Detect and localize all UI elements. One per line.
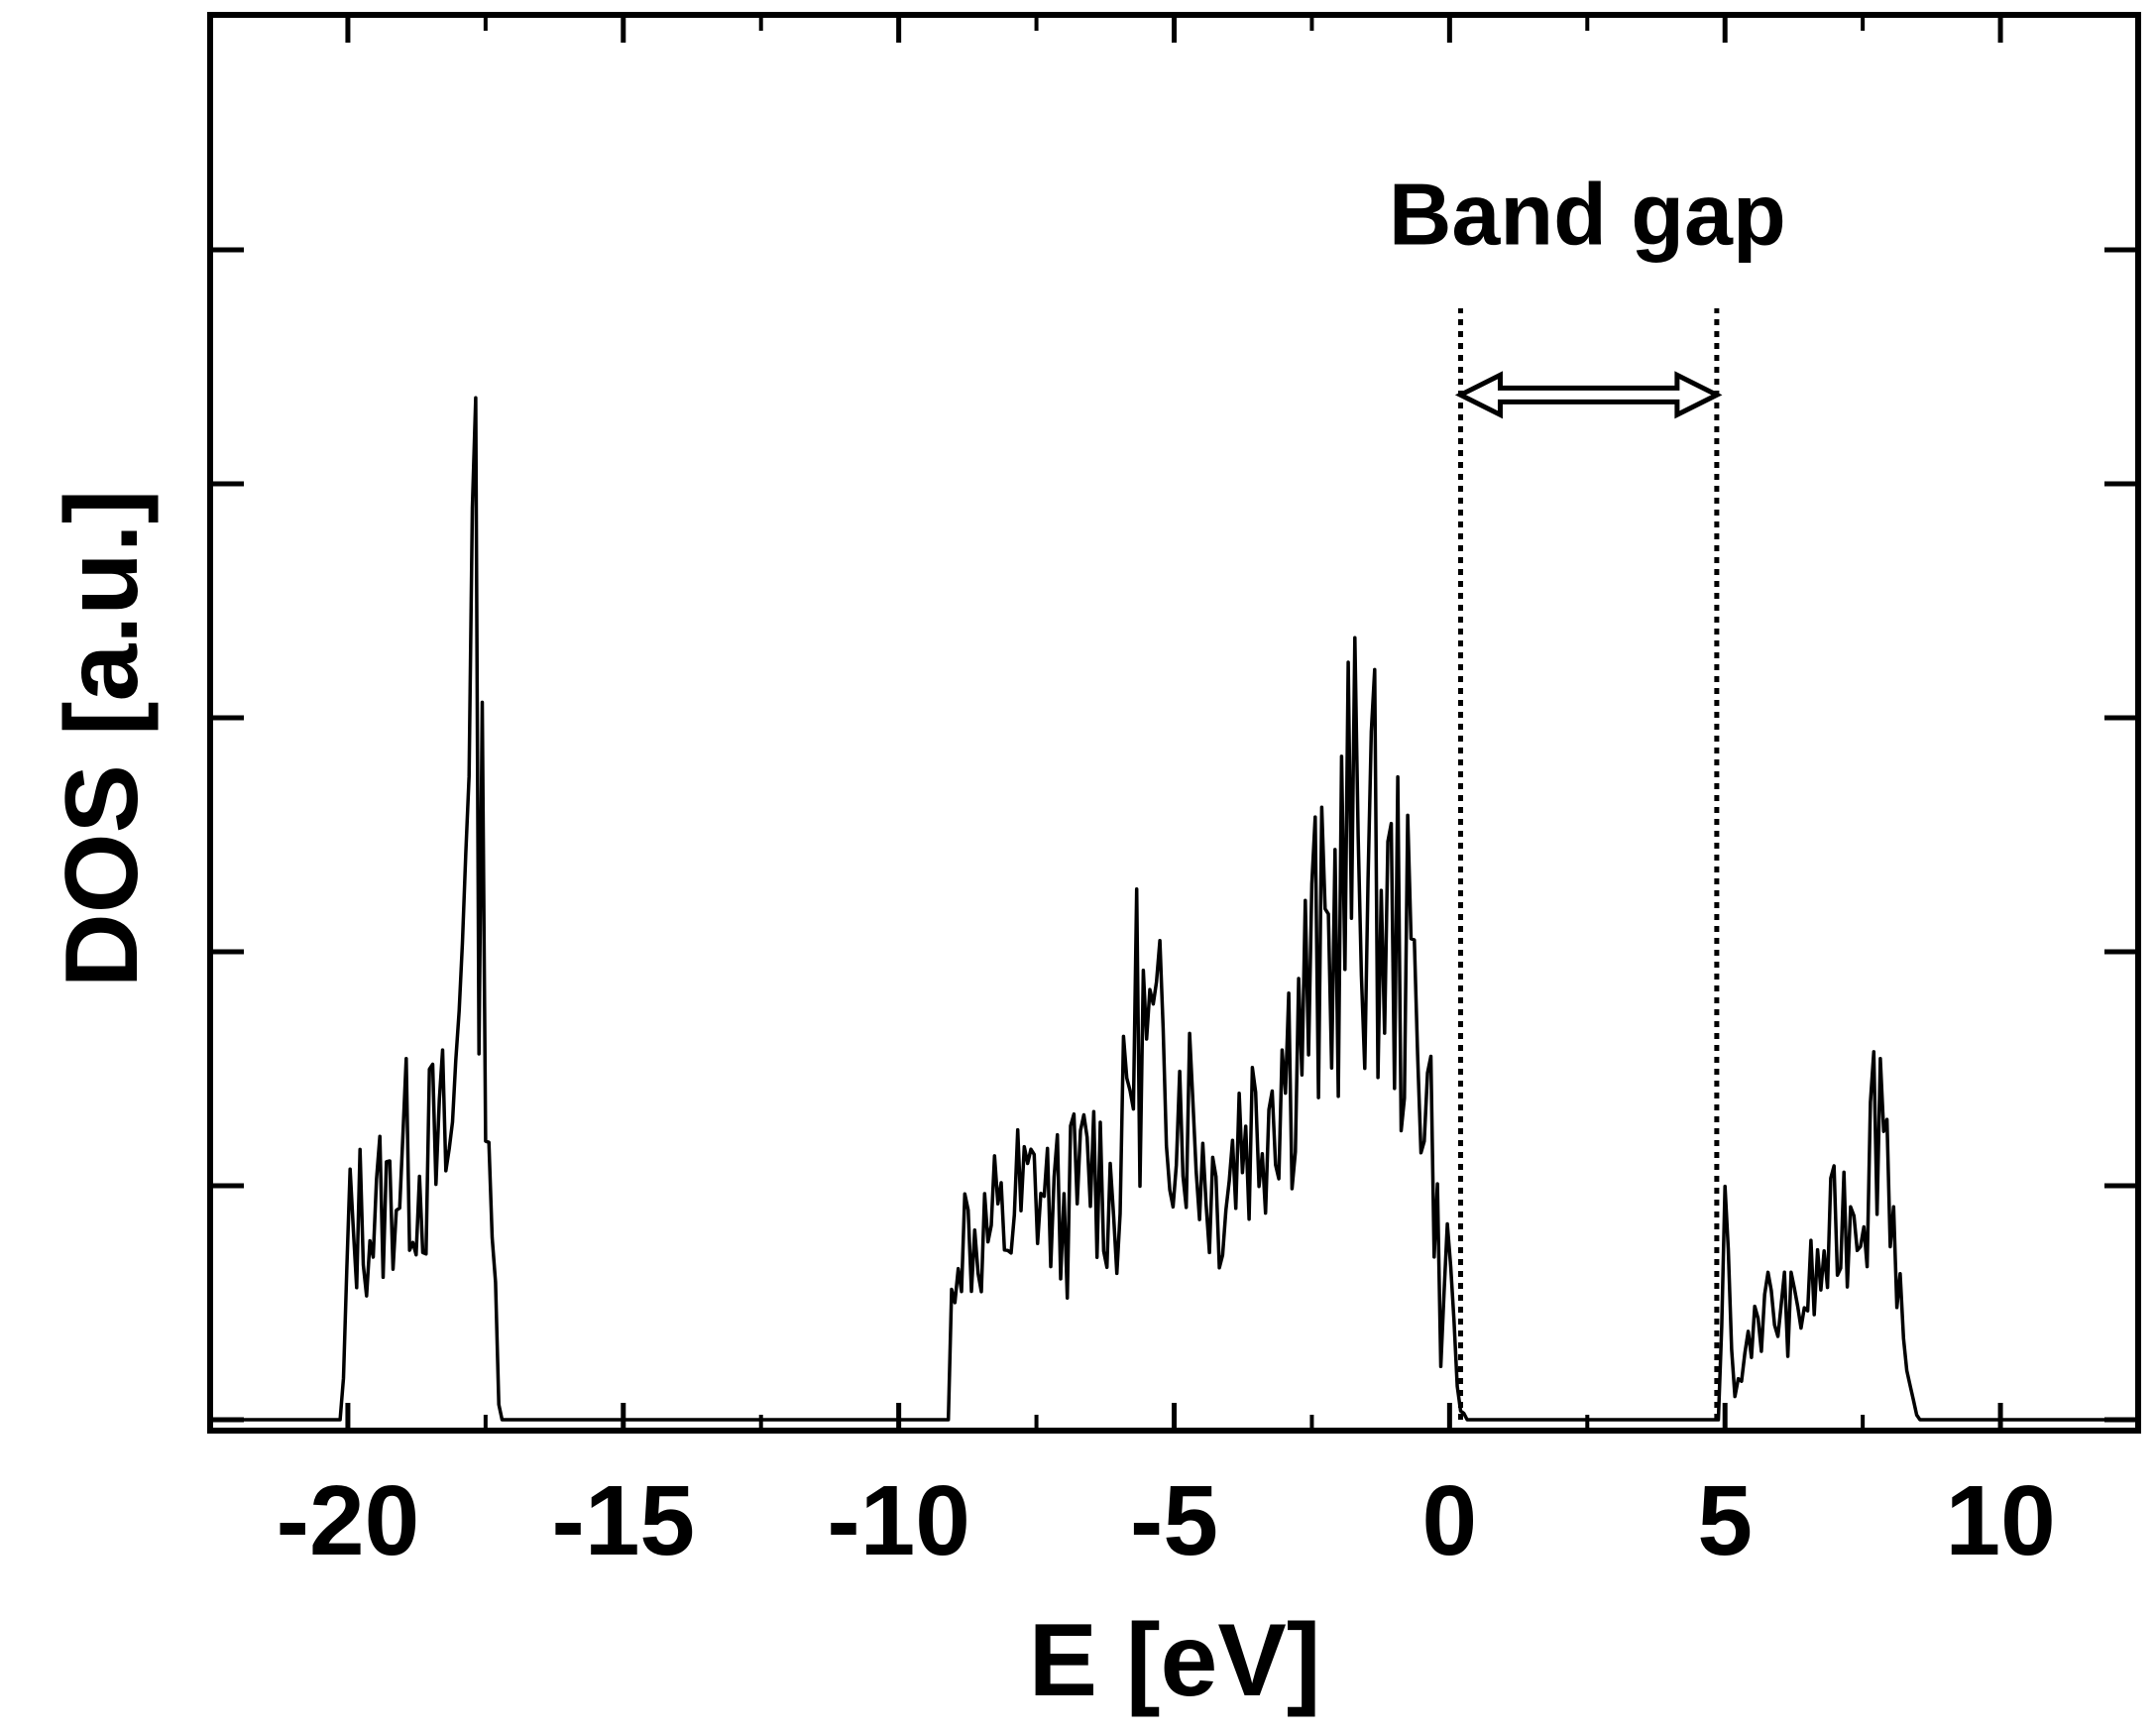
x-tick-label: -5 xyxy=(1130,1465,1218,1576)
band-edge-lines xyxy=(1457,308,1720,1420)
x-tick-label: 0 xyxy=(1422,1465,1478,1576)
x-tick-label: 10 xyxy=(1945,1465,2055,1576)
x-axis-title: E [eV] xyxy=(1029,1603,1321,1718)
x-tick-label: -15 xyxy=(552,1465,696,1576)
x-tick-label: 5 xyxy=(1697,1465,1753,1576)
y-axis-title: DOS [a.u.] xyxy=(45,490,160,988)
band-gap-arrow xyxy=(1454,371,1723,419)
x-tick-label: -10 xyxy=(827,1465,970,1576)
x-tick-labels: -20 -15 -10 -5 0 5 10 xyxy=(277,1465,2056,1576)
dos-series-line xyxy=(221,396,2122,1422)
x-tick-label: -20 xyxy=(277,1465,420,1576)
double-arrow-shape xyxy=(1454,371,1723,419)
band-gap-label: Band gap xyxy=(1389,166,1786,264)
